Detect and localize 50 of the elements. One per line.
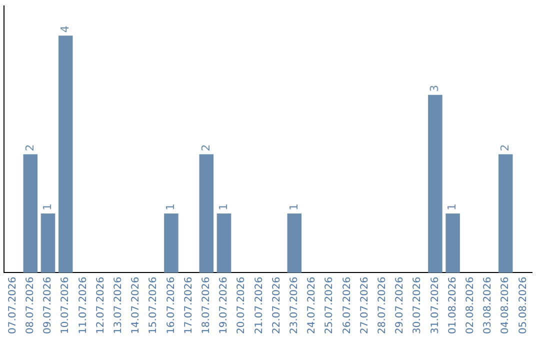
bar (164, 213, 178, 273)
data-label: 1 (446, 203, 459, 210)
x-tick-label: 16.07.2026 (166, 276, 177, 334)
x-tick-label: 26.07.2026 (342, 276, 353, 334)
x-tick-label: 07.07.2026 (7, 276, 18, 334)
bar (58, 36, 73, 273)
x-tick-label: 27.07.2026 (359, 276, 370, 334)
bar (199, 154, 214, 273)
x-tick-label: 01.08.2026 (447, 276, 458, 334)
x-tick-label: 24.07.2026 (306, 276, 318, 334)
x-tick-label: 12.07.2026 (95, 276, 106, 334)
x-tick-label: 11.07.2026 (78, 276, 89, 334)
bar (23, 154, 38, 273)
x-tick-label: 22.07.2026 (271, 276, 282, 334)
x-tick-label: 28.07.2026 (376, 276, 388, 334)
bar (428, 94, 442, 273)
x-tick-label: 03.08.2026 (482, 276, 494, 334)
data-label: 1 (164, 203, 178, 210)
data-label: 1 (40, 203, 54, 210)
x-tick-label: 17.07.2026 (183, 276, 194, 334)
x-tick-label: 25.07.2026 (324, 276, 336, 334)
x-tick-label: 08.07.2026 (24, 276, 36, 334)
data-label: 2 (498, 144, 512, 152)
bar (446, 213, 460, 273)
x-tick-label: 20.07.2026 (236, 276, 248, 334)
data-label: 4 (58, 26, 72, 33)
x-tick-label: 29.07.2026 (394, 276, 406, 334)
x-tick-label: 04.08.2026 (500, 276, 512, 334)
x-tick-label: 02.08.2026 (464, 276, 476, 334)
x-tick-label: 18.07.2026 (200, 276, 212, 334)
data-label: 3 (428, 84, 442, 92)
x-tick-label: 23.07.2026 (288, 276, 300, 334)
x-tick-label: 14.07.2026 (130, 276, 142, 334)
x-tick-label: 05.08.2026 (518, 276, 529, 334)
data-label: 1 (216, 203, 230, 210)
x-tick-label: 30.07.2026 (412, 276, 424, 334)
x-tick-label: 21.07.2026 (254, 276, 265, 334)
bar (40, 213, 56, 273)
x-tick-label: 31.07.2026 (430, 276, 441, 334)
x-tick-label: 10.07.2026 (60, 276, 72, 334)
x-tick-label: 13.07.2026 (112, 276, 124, 334)
data-label: 2 (23, 144, 36, 152)
x-tick-label: 15.07.2026 (148, 276, 160, 334)
bar (287, 213, 302, 273)
bar (498, 154, 513, 273)
bar (216, 213, 232, 273)
data-label: 1 (287, 203, 300, 210)
data-label: 2 (199, 144, 212, 152)
x-tick-label: 19.07.2026 (218, 276, 230, 334)
x-tick-label: 09.07.2026 (42, 276, 54, 334)
